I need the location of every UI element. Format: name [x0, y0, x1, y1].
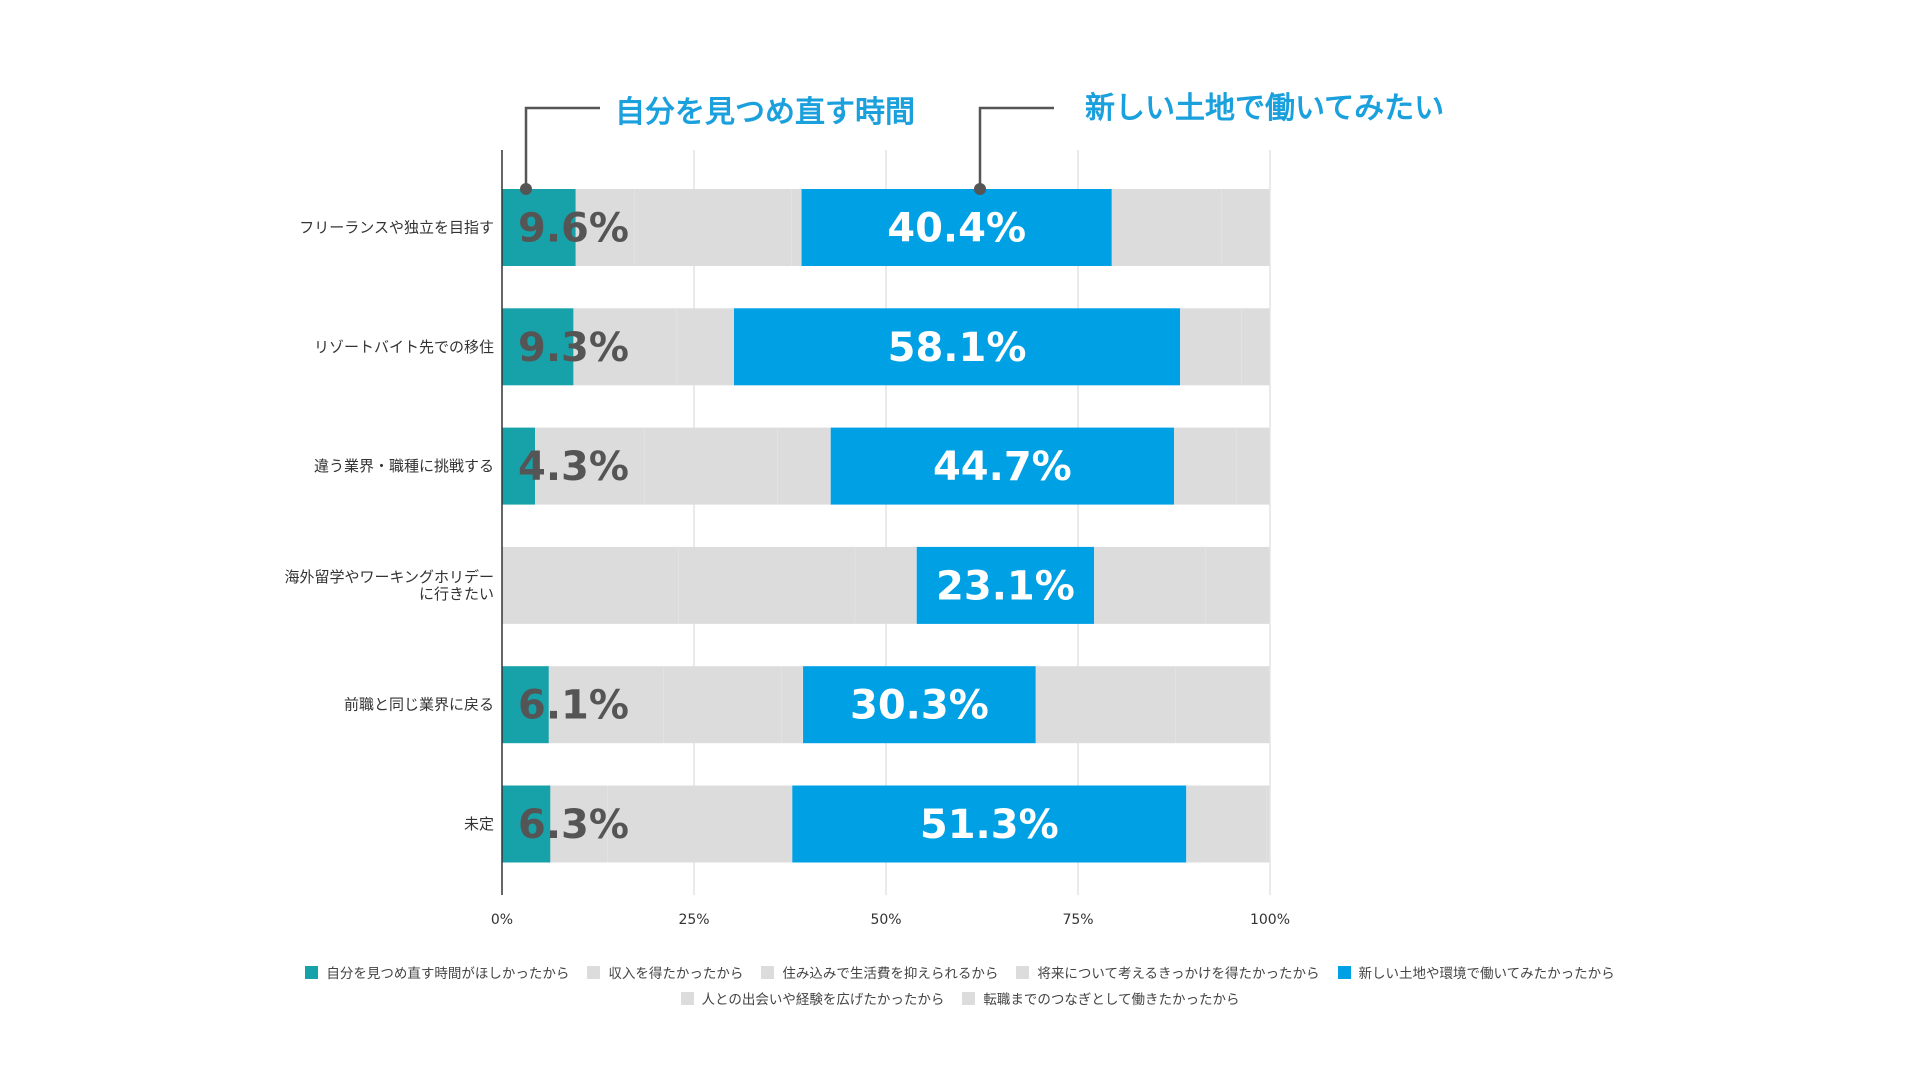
- bar-segment: [855, 546, 917, 624]
- bar-segment: [803, 666, 1036, 744]
- callout-right-text: 新しい土地で働いてみたい: [1085, 91, 1444, 126]
- bar-segment: [548, 666, 665, 744]
- bar-segment: [1221, 189, 1270, 266]
- blue-value-label: 44.7%: [933, 444, 1072, 490]
- x-tick-label: 50%: [870, 912, 901, 928]
- blue-value-label: 40.4%: [887, 206, 1026, 252]
- category-label: 未定: [464, 815, 494, 833]
- legend-item: 新しい土地や環境で働いてみたかったから: [1337, 962, 1615, 982]
- callouts: 自分を見つめ直す時間 新しい土地で働いてみたい: [520, 91, 1444, 195]
- bar-segment: [677, 308, 734, 386]
- bar-segment: [535, 427, 645, 505]
- legend-item: 自分を見つめ直す時間がほしかったから: [305, 962, 569, 982]
- bar-segment: [607, 785, 793, 863]
- bar-segment: [916, 546, 1095, 624]
- bar-segment: [1241, 308, 1270, 386]
- legend-swatch: [1337, 965, 1351, 979]
- bar-segment: [1035, 666, 1176, 744]
- callout-left-dot: [520, 183, 532, 195]
- bar-segment: [502, 189, 576, 266]
- bar-segment: [634, 189, 792, 266]
- legend-item: 転職までのつなぎとして働きたかったから: [962, 988, 1239, 1008]
- bar-segment: [664, 666, 782, 744]
- callout-right-dot: [974, 183, 986, 195]
- category-label: 海外留学やワーキングホリデーに行きたい: [284, 568, 494, 603]
- legend-swatch: [305, 965, 319, 979]
- category-label: フリーランスや独立を目指す: [299, 219, 494, 237]
- bar-segment: [801, 189, 1112, 266]
- bar-segment: [644, 427, 778, 505]
- legend-swatch: [962, 991, 976, 1005]
- bar-segment: [1186, 785, 1267, 863]
- teal-value-label: 9.6%: [518, 206, 629, 252]
- legend-label: 将来について考えるきっかけを得たかったから: [1037, 966, 1320, 982]
- bar-segment: [1236, 427, 1270, 505]
- x-tick-label: 25%: [678, 912, 709, 928]
- legend-item: 住み込みで生活費を抑えられるから: [761, 962, 998, 982]
- legend-swatch: [680, 991, 694, 1005]
- bar-segment: [502, 546, 679, 624]
- blue-value-label: 30.3%: [850, 683, 989, 729]
- bar-segment: [1205, 546, 1270, 624]
- legend-label: 収入を得たかったから: [608, 966, 744, 982]
- bar-segment: [830, 427, 1174, 505]
- legend-item: 収入を得たかったから: [587, 962, 743, 982]
- bar-segment: [1180, 308, 1242, 386]
- legend-swatch: [587, 965, 601, 979]
- legend-label: 人との出会いや経験を広げたかったから: [701, 992, 945, 1008]
- bar-segment: [1266, 785, 1270, 863]
- legend-label: 住み込みで生活費を抑えられるから: [782, 966, 999, 982]
- legend-swatch: [761, 965, 775, 979]
- bar-segment: [792, 785, 1187, 863]
- category-label: 違う業界・職種に挑戦する: [314, 457, 494, 475]
- data-labels: 9.6% 40.4% フリーランスや独立を目指す 9.3% 58.1% リゾートバイト先で…: [284, 206, 1074, 849]
- bar-segment: [1175, 666, 1270, 744]
- bars: [502, 189, 1271, 863]
- bar-segment: [733, 308, 1181, 386]
- bar-segment: [791, 189, 802, 266]
- legend-item: 将来について考えるきっかけを得たかったから: [1016, 962, 1320, 982]
- callout-left-text: 自分を見つめ直す時間: [615, 95, 915, 130]
- x-tick-label: 75%: [1062, 912, 1093, 928]
- legend-label: 新しい土地や環境で働いてみたかったから: [1358, 966, 1615, 982]
- x-tick-label: 0%: [491, 912, 513, 928]
- bar-segment: [550, 785, 608, 863]
- legend-label: 転職までのつなぎとして働きたかったから: [983, 992, 1240, 1008]
- bar-segment: [1174, 427, 1237, 505]
- teal-value-label: 4.3%: [518, 444, 629, 490]
- callout-left-leader: [524, 106, 600, 189]
- bar-segment: [777, 427, 831, 505]
- blue-value-label: 51.3%: [920, 802, 1059, 848]
- bar-segment: [1111, 189, 1222, 266]
- bar-segment: [502, 427, 536, 505]
- teal-value-label: 6.3%: [518, 802, 629, 848]
- legend-label: 自分を見つめ直す時間がほしかったから: [326, 966, 570, 982]
- category-label: 前職と同じ業界に戻る: [344, 696, 494, 714]
- bar-segment: [781, 666, 804, 744]
- bar-segment: [502, 666, 549, 744]
- legend: 自分を見つめ直す時間がほしかったから 収入を得たかったから 住み込みで生活費を抑えら…: [0, 962, 1920, 1014]
- teal-value-label: 9.3%: [518, 325, 629, 371]
- legend-row: 自分を見つめ直す時間がほしかったから 収入を得たかったから 住み込みで生活費を抑えら…: [0, 962, 1920, 982]
- teal-value-label: 6.1%: [518, 683, 629, 729]
- legend-row: 人との出会いや経験を広げたかったから 転職までのつなぎとして働きたかったから: [0, 988, 1920, 1008]
- bar-segment: [502, 785, 551, 863]
- x-tick-label: 100%: [1250, 912, 1290, 928]
- gridlines: [693, 150, 1271, 895]
- bar-segment: [678, 546, 856, 624]
- bar-segment: [575, 189, 635, 266]
- callout-right-leader: [978, 106, 1054, 189]
- legend-item: 人との出会いや経験を広げたかったから: [680, 988, 945, 1008]
- category-label: リゾートバイト先での移住: [314, 338, 494, 356]
- axes: 0% 25% 50% 75% 100%: [491, 150, 1290, 928]
- legend-swatch: [1016, 965, 1030, 979]
- bar-segment: [573, 308, 678, 386]
- bar-segment: [1094, 546, 1206, 624]
- blue-value-label: 23.1%: [936, 563, 1075, 609]
- bar-segment: [502, 308, 574, 386]
- blue-value-label: 58.1%: [888, 325, 1027, 371]
